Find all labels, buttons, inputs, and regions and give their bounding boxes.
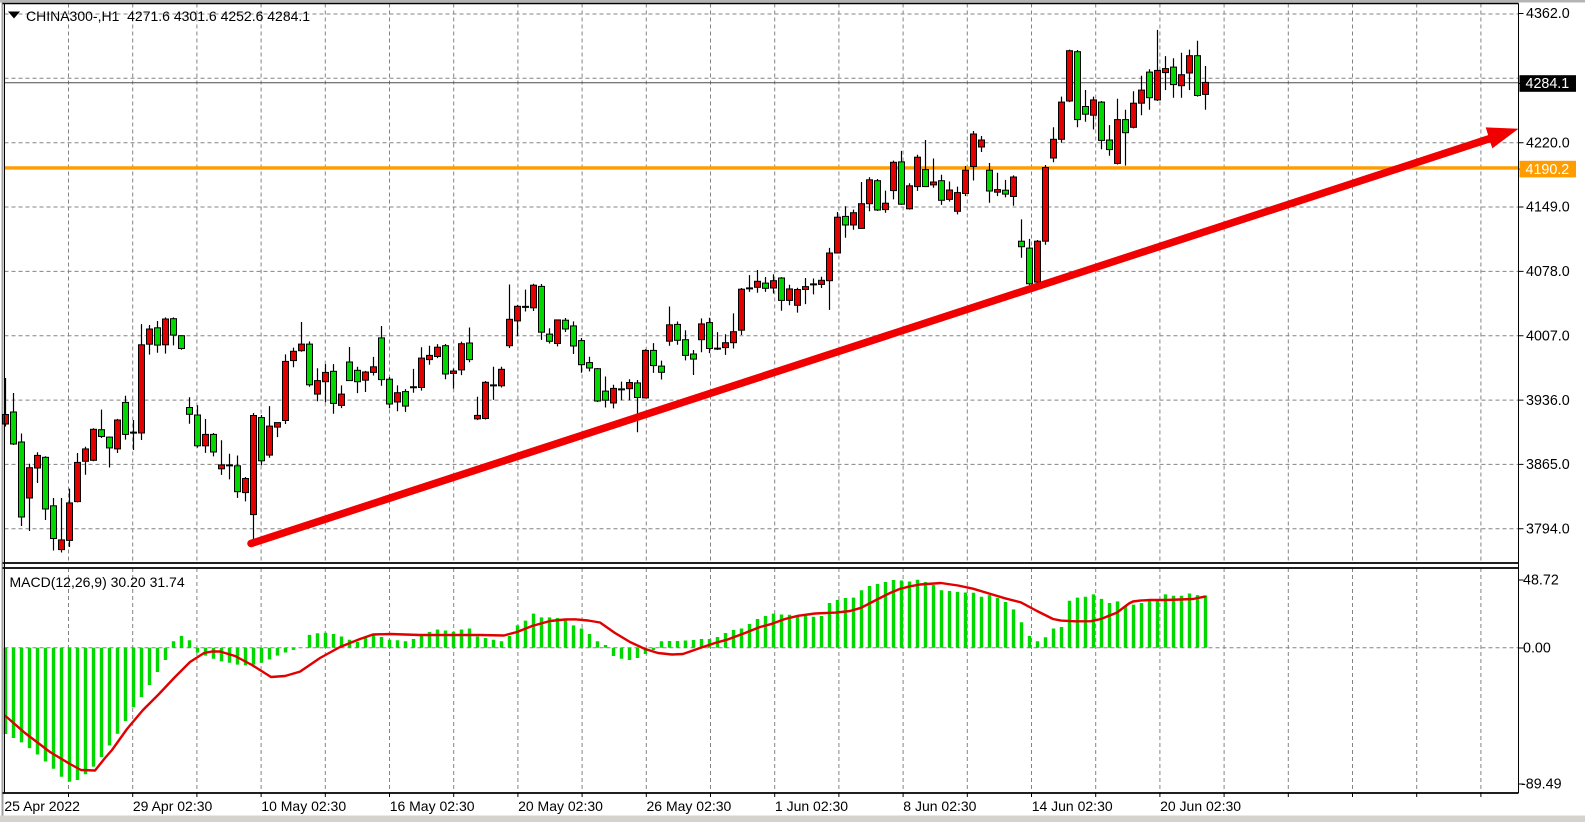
svg-text:4284.1: 4284.1 — [1526, 76, 1570, 92]
svg-text:3794.0: 3794.0 — [1526, 522, 1570, 538]
svg-text:3936.0: 3936.0 — [1526, 393, 1570, 409]
svg-text:14 Jun 02:30: 14 Jun 02:30 — [1032, 798, 1113, 814]
svg-text:4220.0: 4220.0 — [1526, 135, 1570, 151]
svg-text:8 Jun 02:30: 8 Jun 02:30 — [903, 798, 976, 814]
svg-text:25 Apr 2022: 25 Apr 2022 — [4, 798, 80, 814]
svg-text:CHINA300-,H1 4271.6 4301.6 42: CHINA300-,H1 4271.6 4301.6 4252.6 4284.1 — [26, 8, 310, 24]
svg-text:MACD(12,26,9) 30.20 31.74: MACD(12,26,9) 30.20 31.74 — [10, 574, 185, 590]
svg-text:4190.2: 4190.2 — [1526, 162, 1570, 178]
svg-text:29 Apr 02:30: 29 Apr 02:30 — [133, 798, 213, 814]
svg-text:20 May 02:30: 20 May 02:30 — [518, 798, 603, 814]
svg-text:4362.0: 4362.0 — [1526, 6, 1570, 22]
svg-text:16 May 02:30: 16 May 02:30 — [390, 798, 475, 814]
svg-text:4149.0: 4149.0 — [1526, 200, 1570, 216]
svg-text:3865.0: 3865.0 — [1526, 457, 1570, 473]
svg-text:48.72: 48.72 — [1523, 573, 1559, 589]
svg-text:0.00: 0.00 — [1523, 641, 1551, 657]
svg-text:-89.49: -89.49 — [1521, 777, 1562, 793]
svg-text:20 Jun 02:30: 20 Jun 02:30 — [1160, 798, 1241, 814]
svg-text:10 May 02:30: 10 May 02:30 — [261, 798, 346, 814]
svg-text:1 Jun 02:30: 1 Jun 02:30 — [775, 798, 848, 814]
svg-text:26 May 02:30: 26 May 02:30 — [647, 798, 732, 814]
svg-text:4007.0: 4007.0 — [1526, 328, 1570, 344]
svg-text:4078.0: 4078.0 — [1526, 264, 1570, 280]
